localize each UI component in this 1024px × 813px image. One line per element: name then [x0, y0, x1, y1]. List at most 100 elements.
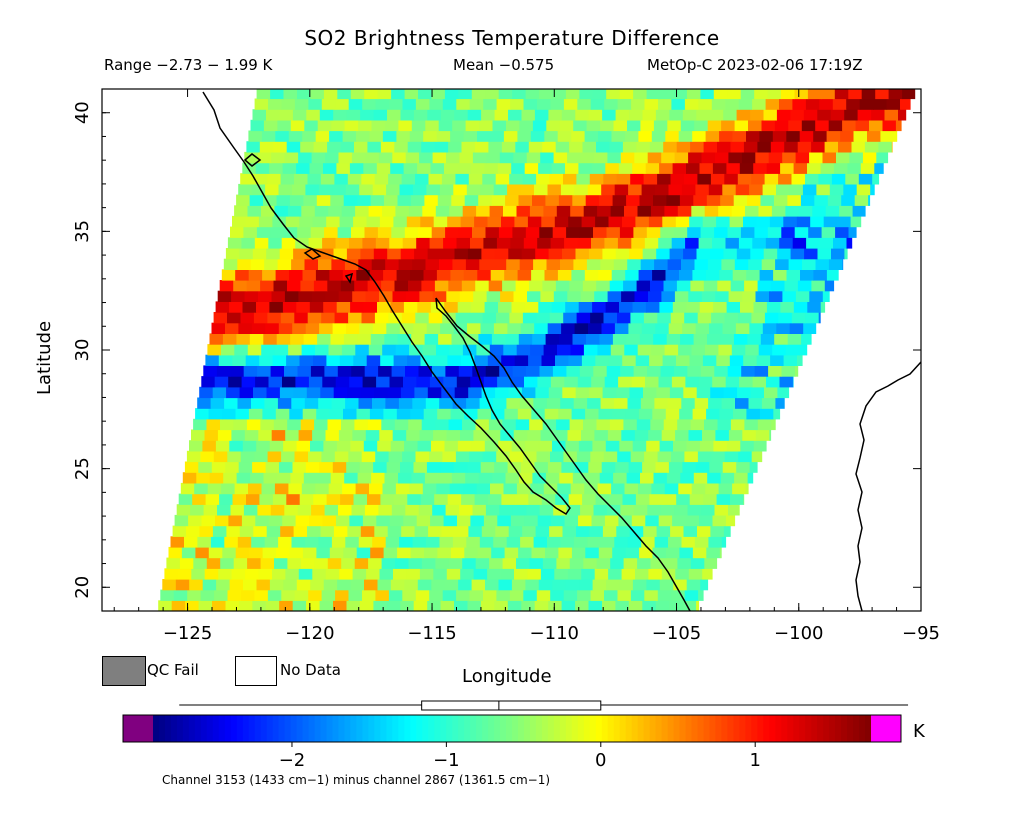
heatmap-cell — [638, 482, 652, 495]
heatmap-cell — [513, 429, 528, 441]
heatmap-cell — [427, 386, 442, 399]
heatmap-cell — [630, 450, 645, 463]
heatmap-cell — [584, 482, 599, 495]
heatmap-cell — [524, 301, 539, 313]
heatmap-cell — [256, 579, 271, 591]
heatmap-cell — [714, 226, 729, 238]
heatmap-cell — [495, 525, 510, 537]
heatmap-cell — [250, 119, 265, 132]
heatmap-cell — [447, 354, 462, 366]
heatmap-cell — [686, 162, 700, 174]
heatmap-cell — [627, 258, 642, 270]
heatmap-cell — [387, 109, 401, 121]
heatmap-cell — [861, 89, 876, 100]
heatmap-cell — [682, 461, 697, 473]
heatmap-cell — [443, 514, 458, 527]
heatmap-cell — [307, 312, 322, 324]
heatmap-cell — [415, 98, 430, 110]
heatmap-cell — [388, 589, 403, 601]
heatmap-cell — [744, 280, 759, 292]
heatmap-cell — [656, 248, 671, 260]
heatmap-cell — [439, 258, 453, 270]
heatmap-cell — [531, 546, 546, 559]
heatmap-cell — [528, 493, 543, 505]
heatmap-cell — [668, 536, 682, 548]
heatmap-cell — [340, 280, 355, 292]
colorbar-segment — [751, 715, 758, 742]
heatmap-cell — [704, 205, 719, 217]
heatmap-cell — [345, 536, 360, 548]
heatmap-cell — [918, 77, 920, 88]
heatmap-cell — [898, 109, 907, 121]
heatmap-cell — [292, 600, 307, 611]
heatmap-cell — [481, 248, 496, 260]
heatmap-cell — [448, 418, 463, 431]
heatmap-cell — [567, 151, 582, 164]
heatmap-cell — [389, 376, 404, 388]
heatmap-cell — [581, 354, 596, 366]
heatmap-cell — [895, 119, 902, 132]
heatmap-cell — [618, 376, 633, 388]
heatmap-cell — [702, 354, 717, 366]
heatmap-cell — [298, 290, 313, 302]
heatmap-cell — [372, 183, 387, 196]
heatmap-cell — [409, 344, 424, 356]
heatmap-cell — [331, 536, 346, 548]
heatmap-cell — [361, 312, 376, 324]
heatmap-cell — [618, 162, 633, 174]
heatmap-cell — [738, 98, 753, 110]
heatmap-cell — [637, 557, 652, 569]
heatmap-cell — [377, 440, 392, 452]
heatmap-cell — [273, 280, 288, 292]
heatmap-cell — [297, 365, 312, 377]
heatmap-cell — [638, 130, 653, 142]
range-text: Range −2.73 − 1.99 K — [104, 56, 273, 74]
heatmap-cell — [592, 440, 607, 452]
heatmap-cell — [288, 344, 303, 356]
heatmap-cell — [252, 109, 267, 121]
colorbar-segment — [697, 715, 704, 742]
heatmap-cell — [790, 248, 805, 260]
heatmap-cell — [234, 205, 249, 217]
heatmap-cell — [658, 514, 673, 527]
heatmap-cell — [375, 237, 390, 249]
colorbar-segment — [541, 715, 549, 742]
heatmap-cell — [544, 130, 559, 142]
heatmap-cell — [379, 429, 394, 441]
heatmap-cell — [659, 579, 674, 591]
heatmap-cell — [355, 205, 370, 217]
heatmap-cell — [671, 450, 685, 463]
heatmap-cell — [637, 205, 652, 217]
colorbar-segment — [422, 715, 429, 742]
heatmap-cell — [288, 130, 303, 142]
colorbar-segment — [176, 715, 184, 742]
heatmap-cell — [501, 141, 516, 153]
heatmap-cell — [499, 151, 514, 164]
heatmap-cell — [884, 109, 899, 121]
heatmap-cell — [229, 579, 244, 591]
heatmap-cell — [460, 215, 475, 228]
heatmap-cell — [753, 440, 767, 452]
heatmap-cell — [671, 237, 686, 249]
heatmap-cell — [687, 504, 702, 516]
heatmap-cell — [367, 493, 381, 505]
heatmap-cell — [323, 579, 338, 591]
heatmap-cell — [491, 546, 506, 559]
heatmap-cell — [583, 418, 597, 431]
heatmap-cell — [267, 450, 282, 463]
colorbar-segment — [494, 715, 501, 742]
heatmap-cell — [678, 130, 693, 142]
heatmap-cell — [433, 215, 448, 228]
heatmap-cell — [171, 600, 186, 611]
heatmap-cell — [610, 205, 625, 217]
heatmap-cell — [427, 109, 442, 121]
heatmap-cell — [632, 301, 647, 313]
heatmap-cell — [246, 493, 260, 505]
heatmap-cell — [867, 130, 881, 142]
heatmap-cell — [675, 568, 690, 580]
heatmap-cell — [564, 237, 579, 249]
heatmap-cell — [364, 579, 378, 591]
heatmap-cell — [661, 290, 676, 302]
heatmap-cell — [511, 301, 526, 313]
heatmap-cell — [430, 301, 445, 313]
